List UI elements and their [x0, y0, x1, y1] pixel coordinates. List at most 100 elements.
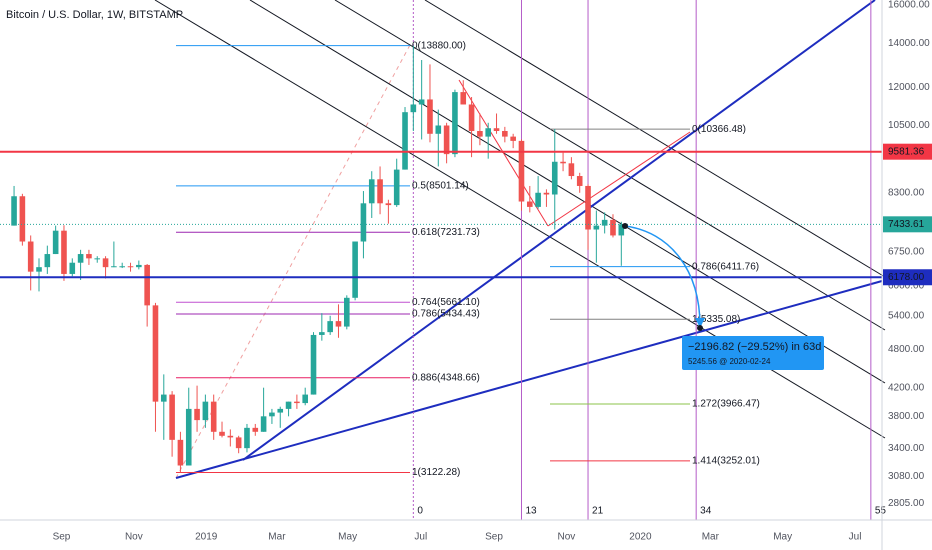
- candle-body: [460, 92, 467, 105]
- candle-body: [269, 412, 275, 417]
- candle-body: [551, 161, 558, 195]
- candle-body: [477, 130, 483, 137]
- candle-body: [144, 264, 150, 306]
- candle-body: [343, 297, 350, 327]
- candle-body: [52, 230, 59, 255]
- y-tick-label: 4200.00: [888, 382, 925, 393]
- x-tick-label: Jul: [414, 532, 427, 543]
- candle-body: [11, 196, 17, 226]
- candle-body: [77, 254, 84, 263]
- candle-body: [169, 394, 175, 440]
- candle-body: [593, 225, 600, 230]
- price-label-box: [883, 216, 932, 233]
- channel-line: [249, 0, 886, 384]
- candle-body: [618, 224, 625, 236]
- measure-start: [622, 223, 628, 229]
- channel-line: [334, 0, 886, 331]
- fib-label: 0.764(5661.10): [412, 297, 480, 308]
- x-tick-label: Jul: [849, 532, 862, 543]
- candle-body: [194, 408, 200, 421]
- candle-body: [518, 140, 525, 202]
- candle-body: [335, 321, 342, 327]
- candle-body: [219, 431, 225, 436]
- candle-body: [576, 176, 583, 186]
- price-label: 7433.61: [888, 219, 925, 230]
- y-tick-label: 14000.00: [888, 38, 930, 49]
- candle-body: [585, 185, 591, 230]
- candle-body: [111, 266, 117, 268]
- support-line: [175, 280, 883, 479]
- candle-body: [393, 169, 400, 206]
- candle-body: [360, 203, 367, 242]
- candle-body: [36, 267, 42, 272]
- candle-body: [385, 203, 392, 206]
- price-label: 6178.00: [888, 272, 925, 283]
- candle-body: [352, 241, 358, 298]
- measure-box: [682, 336, 824, 370]
- x-tick-label: Nov: [558, 532, 576, 543]
- fib-label: 0.786(5434.43): [412, 309, 480, 320]
- fib-label: 0.886(4348.66): [412, 372, 480, 383]
- candle-body: [601, 219, 608, 226]
- candle-body: [277, 408, 284, 413]
- candle-body: [402, 112, 408, 170]
- fib-label: 0(10366.48): [692, 124, 746, 135]
- candle-body: [410, 104, 417, 113]
- measure-subtext: 5245.56 @ 2020-02-24: [688, 357, 771, 366]
- fib-label: 0.618(7231.73): [412, 227, 480, 238]
- fib-label: 0(13880.00): [412, 40, 466, 51]
- candle-body: [502, 130, 508, 137]
- y-tick-label: 5400.00: [888, 310, 925, 321]
- price-label-box: [883, 269, 932, 286]
- candle-body: [27, 241, 34, 272]
- candle-body: [302, 394, 309, 404]
- candle-body: [185, 408, 192, 466]
- candle-body: [319, 332, 325, 335]
- fib-label: 1(5335.08): [692, 314, 740, 325]
- chart-title: Bitcoin / U.S. Dollar, 1W, BITSTAMP: [6, 9, 183, 21]
- candle-body: [252, 427, 259, 432]
- candle-body: [210, 401, 217, 432]
- x-tick-label: Sep: [53, 532, 71, 543]
- candle-body: [526, 201, 533, 207]
- measure-arrow: [624, 225, 701, 327]
- candle-body: [418, 99, 425, 105]
- candle-body: [468, 104, 475, 131]
- candle-body: [235, 437, 242, 449]
- time-zone-label: 21: [592, 506, 604, 517]
- candle-body: [19, 196, 26, 242]
- x-tick-label: Mar: [268, 532, 286, 543]
- measure-text: −2196.82 (−29.52%) in 63d: [688, 341, 821, 353]
- candle-body: [160, 394, 167, 402]
- y-tick-label: 6000.00: [888, 280, 925, 291]
- fib-label: 1.414(3252.01): [692, 456, 760, 467]
- y-tick-label: 6750.00: [888, 247, 925, 258]
- candle-body: [136, 264, 142, 268]
- y-tick-label: 3800.00: [888, 411, 925, 422]
- candle-body: [535, 192, 541, 207]
- trend-line: [547, 131, 691, 227]
- measure-end: [697, 325, 703, 331]
- candle-body: [310, 334, 317, 395]
- time-zone-label: 13: [525, 506, 537, 517]
- candle-body: [152, 305, 159, 402]
- candle-body: [327, 321, 333, 333]
- fib-label: 0.786(6411.76): [692, 261, 759, 272]
- candle-body: [102, 258, 109, 268]
- price-label: 9581.36: [888, 146, 925, 157]
- y-tick-label: 4800.00: [888, 344, 925, 355]
- candle-body: [294, 401, 300, 404]
- candle-body: [86, 254, 92, 259]
- candle-body: [94, 258, 101, 260]
- candle-body: [285, 401, 292, 409]
- candle-body: [227, 435, 234, 438]
- x-tick-label: Sep: [485, 532, 503, 543]
- support-line: [242, 0, 876, 461]
- trend-line: [458, 79, 549, 227]
- y-tick-label: 10500.00: [888, 120, 930, 131]
- candle-body: [568, 163, 575, 177]
- candle-body: [44, 254, 51, 268]
- y-tick-label: 2805.00: [888, 498, 925, 509]
